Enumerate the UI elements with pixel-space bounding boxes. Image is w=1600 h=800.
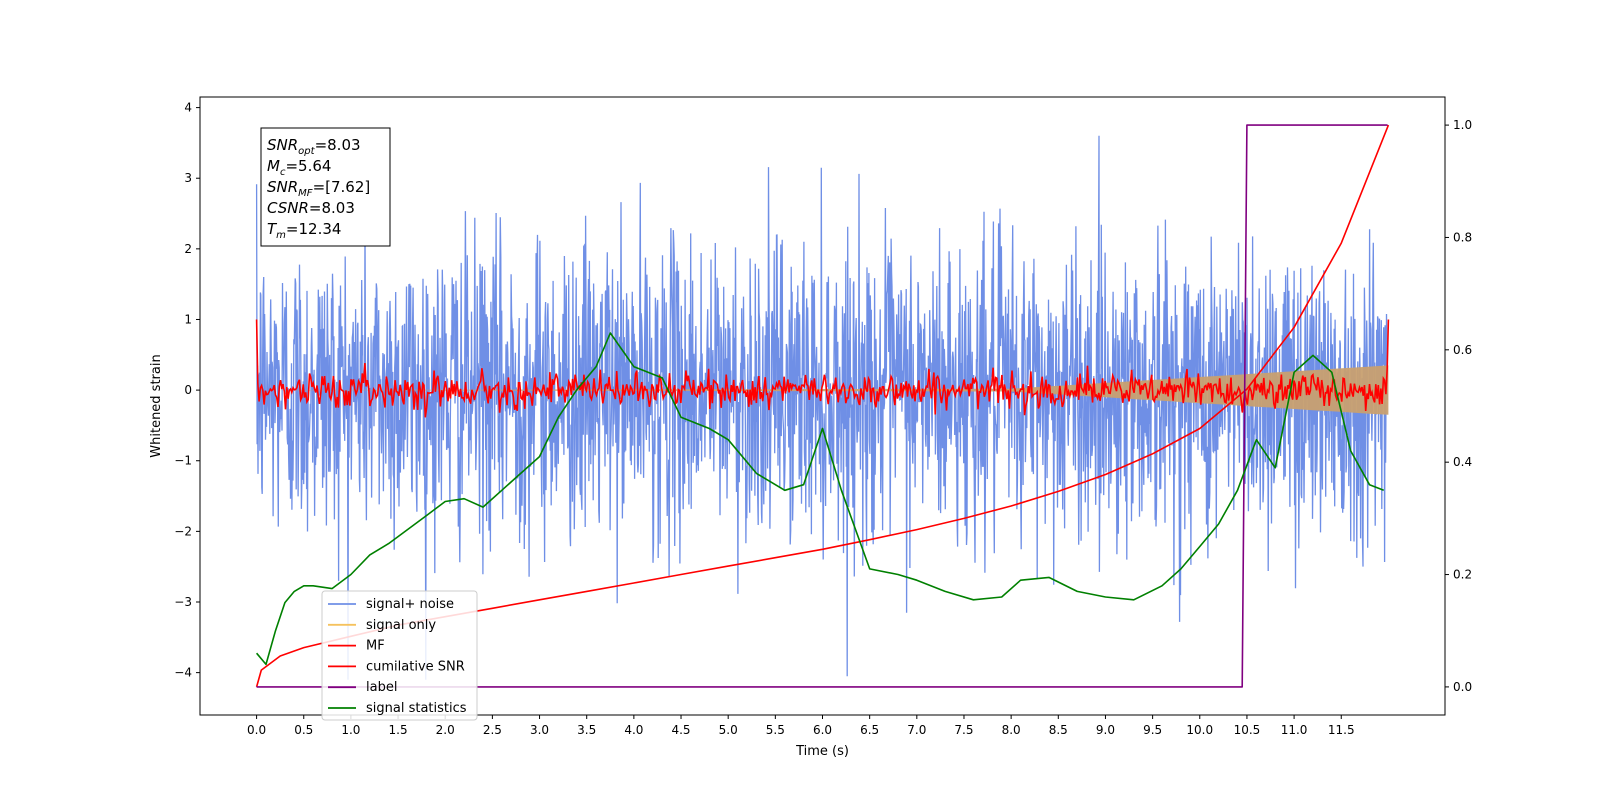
series-area-signal-only [256,365,1389,415]
x-tick-label: 8.0 [1002,723,1021,737]
y2-tick-label: 0.4 [1453,455,1472,469]
annotation-line: SNRMF=[7.62] [267,178,370,199]
x-tick-label: 8.5 [1049,723,1068,737]
series-line-mf [255,319,1390,418]
x-tick-label: 9.5 [1143,723,1162,737]
y-tick-label: −4 [174,666,192,680]
legend-label: cumilative SNR [366,659,465,674]
x-tick-label: 1.5 [389,723,408,737]
legend-box [321,590,478,721]
x-tick-label: 11.0 [1281,723,1308,737]
series-line-signal-statistics [255,332,1384,666]
series-line-signal-noise [255,135,1389,680]
annotation-line: Mc=5.64 [267,157,331,178]
y-tick-label: −3 [174,595,192,609]
legend-label: signal only [366,618,436,633]
x-tick-label: 7.0 [907,723,926,737]
legend-label: signal+ noise [366,597,454,612]
x-tick-label: 7.5 [954,723,973,737]
x-tick-label: 9.0 [1096,723,1115,737]
y-axis-label: Whitened strain [149,354,164,457]
x-tick-label: 3.5 [577,723,596,737]
y-tick-label: 1 [184,312,192,326]
x-tick-label: 10.0 [1186,723,1213,737]
x-tick-label: 2.0 [436,723,455,737]
y-tick-label: 2 [184,242,192,256]
y-tick-label: 0 [184,383,192,397]
x-tick-label: 1.0 [341,723,360,737]
annotation-line: CSNR=8.03 [267,199,355,217]
y2-tick-label: 0.0 [1453,680,1472,694]
x-tick-label: 6.0 [813,723,832,737]
annotation-box [260,127,391,247]
legend: signal+ noise signal only MF cumilative SNR… [321,590,478,721]
legend-label: MF [366,639,385,654]
annotation-line: SNRopt=8.03 [267,136,361,157]
x-tick-label: 2.5 [483,723,502,737]
y-tick-label: 4 [184,101,192,115]
x-axis-label: Time (s) [795,744,849,759]
y-tick-label: −2 [174,524,192,538]
x-tick-label: 5.5 [766,723,785,737]
annotation-line: Tm=12.34 [267,220,341,241]
x-tick-label: 6.5 [860,723,879,737]
y-tick-label: −1 [174,454,192,468]
x-tick-label: 4.5 [671,723,690,737]
series-line-label [256,124,1388,688]
x-tick-label: 0.5 [294,723,313,737]
legend-label: signal statistics [366,701,467,716]
y2-tick-label: 0.6 [1453,343,1472,357]
x-tick-label: 5.0 [719,723,738,737]
x-tick-label: 0.0 [247,723,266,737]
x-tick-label: 3.0 [530,723,549,737]
axes: 0.0 0.5 1.0 1.5 2.0 2.5 3.0 3.5 4.0 4.5 5.0 5.5 6.0 6… [174,96,1472,737]
y2-tick-label: 1.0 [1453,118,1472,132]
y2-tick-label: 0.2 [1453,568,1472,582]
legend-label: label [366,680,397,695]
y-tick-label: 3 [184,171,192,185]
x-tick-label: 4.0 [624,723,643,737]
x-tick-label: 10.5 [1234,723,1261,737]
x-tick-label: 11.5 [1328,723,1355,737]
y2-tick-label: 0.8 [1453,230,1472,244]
